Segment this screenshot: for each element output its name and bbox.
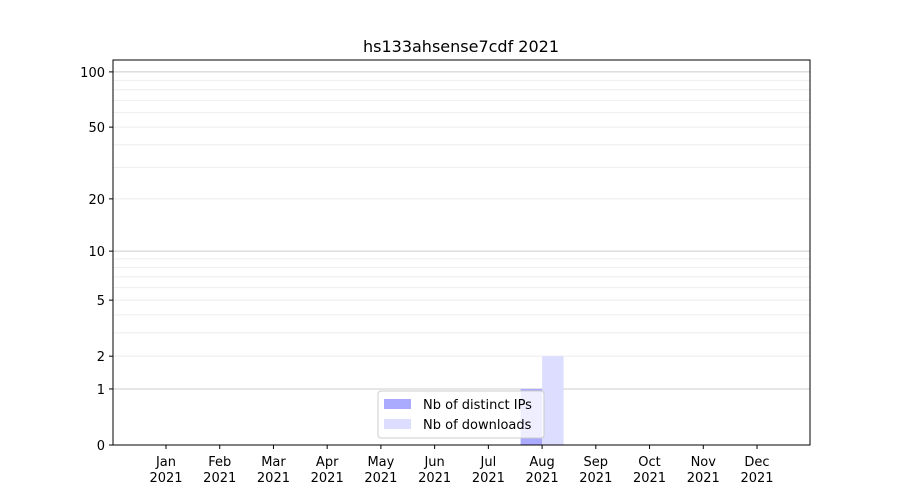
x-tick-label: 2021 (740, 471, 773, 486)
x-tick-label: Apr (316, 455, 339, 470)
x-tick-label: Sep (584, 455, 609, 470)
x-tick-label: Mar (261, 455, 286, 470)
x-tick-label: 2021 (149, 471, 182, 486)
legend-swatch (384, 399, 411, 409)
legend: Nb of distinct IPs Nb of downloads (377, 390, 545, 439)
bar-downloads (542, 356, 564, 445)
legend-swatch (384, 419, 411, 429)
legend-label: Nb of distinct IPs (423, 398, 532, 413)
x-tick-label: Jul (480, 455, 497, 470)
x-tick-label: Jun (423, 455, 444, 470)
y-tick-label: 100 (80, 66, 105, 81)
x-tick-label: Oct (638, 455, 660, 470)
x-tick-label: 2021 (257, 471, 290, 486)
x-tick-label: 2021 (633, 471, 666, 486)
x-tick-label: Jan (155, 455, 176, 470)
x-tick-label: 2021 (311, 471, 344, 486)
x-tick-label: 2021 (364, 471, 397, 486)
legend-box (377, 390, 545, 439)
x-tick-label: Aug (529, 455, 554, 470)
x-tick-label: 2021 (526, 471, 559, 486)
x-tick-label: Feb (208, 455, 231, 470)
y-tick-label: 50 (88, 121, 105, 136)
x-tick-label: 2021 (472, 471, 505, 486)
x-tick-label: 2021 (687, 471, 720, 486)
y-tick-label: 0 (97, 439, 105, 454)
x-tick-label: 2021 (579, 471, 612, 486)
y-tick-label: 20 (88, 193, 105, 208)
chart-title: hs133ahsense7cdf 2021 (363, 37, 559, 56)
y-tick-label: 10 (88, 245, 105, 260)
y-tick-label: 1 (97, 383, 105, 398)
y-tick-label: 5 (97, 294, 105, 309)
x-tick-label: May (367, 455, 394, 470)
legend-label: Nb of downloads (423, 418, 532, 433)
x-tick-label: Nov (691, 455, 717, 470)
x-tick-label: 2021 (418, 471, 451, 486)
y-tick-label: 2 (97, 350, 105, 365)
x-tick-label: Dec (744, 455, 769, 470)
x-tick-label: 2021 (203, 471, 236, 486)
plot-frame (112, 59, 811, 446)
